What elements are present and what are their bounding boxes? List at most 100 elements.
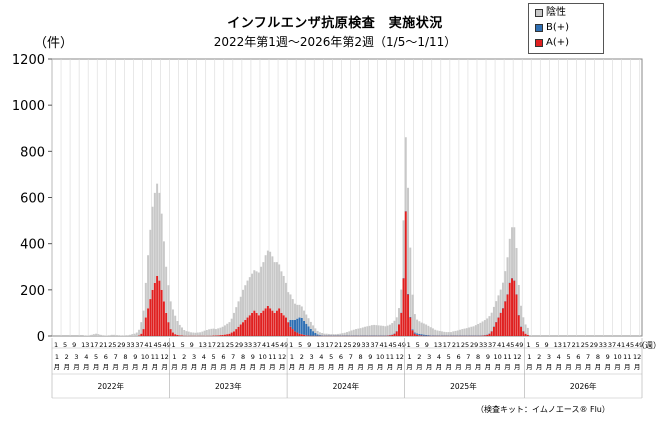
bar-negative — [185, 331, 188, 336]
x-month-tick-label: 2 — [537, 353, 541, 361]
bar-a-positive — [264, 308, 267, 336]
bar-b-positive — [303, 320, 306, 335]
bar-negative — [477, 323, 480, 336]
bar-negative — [280, 271, 283, 313]
bar-negative — [420, 322, 423, 335]
bar-negative — [411, 294, 414, 330]
bar-negative — [165, 266, 168, 313]
x-month-tick-label: 1 — [55, 353, 59, 361]
bar-negative — [450, 332, 452, 336]
x-year-label: 2022年 — [97, 381, 124, 391]
x-month-suffix-label: 月 — [93, 363, 100, 371]
bar-negative — [350, 330, 353, 336]
x-month-suffix-label: 月 — [396, 363, 403, 371]
y-tick-label: 600 — [20, 192, 45, 207]
bar-negative — [375, 325, 378, 336]
x-week-tick-label: 49 — [635, 341, 643, 349]
bar-a-positive — [153, 282, 156, 336]
bar-negative — [142, 310, 145, 330]
bar-negative — [472, 326, 475, 336]
bar-negative — [395, 317, 398, 332]
legend-label-negative: 陰性 — [546, 7, 566, 18]
bar-a-positive — [235, 329, 238, 336]
x-week-tick-label: 41 — [380, 341, 388, 349]
test-kit-footnote: （検査キット：イムノエース® Flu） — [476, 405, 610, 414]
bar-negative — [445, 332, 448, 336]
bar-negative — [402, 220, 405, 279]
bar-negative — [461, 329, 464, 336]
x-week-tick-label: 25 — [343, 341, 351, 349]
bar-negative — [490, 312, 493, 332]
bar-b-positive — [318, 335, 321, 336]
bar-a-positive — [504, 301, 507, 336]
x-month-suffix-label: 月 — [634, 363, 641, 371]
bar-a-positive — [522, 331, 525, 336]
bar-a-positive — [483, 335, 486, 336]
x-month-suffix-label: 月 — [63, 363, 70, 371]
bar-negative — [199, 332, 202, 336]
bar-negative — [524, 324, 527, 334]
x-year-label: 2026年 — [570, 381, 597, 391]
bar-negative — [108, 335, 111, 336]
x-month-suffix-label: 月 — [103, 363, 110, 371]
bar-b-positive — [413, 332, 416, 334]
bar-negative — [158, 192, 161, 281]
bar-a-positive — [395, 331, 398, 336]
bar-negative — [162, 241, 165, 302]
bar-negative — [133, 333, 136, 336]
bar-negative — [386, 325, 389, 336]
bar-a-positive — [257, 315, 260, 336]
bar-negative — [239, 296, 242, 325]
x-month-suffix-label: 月 — [575, 363, 582, 371]
x-week-tick-label: 37 — [135, 341, 143, 349]
x-month-tick-label: 10 — [613, 353, 621, 361]
x-week-tick-label: 17 — [325, 341, 333, 349]
bar-b-positive — [298, 317, 301, 334]
bar-a-positive — [237, 326, 240, 336]
bar-a-positive — [289, 326, 292, 336]
x-week-tick-label: 21 — [99, 341, 107, 349]
bar-negative — [88, 335, 91, 336]
y-tick-label: 400 — [20, 238, 45, 253]
x-week-tick-label: 45 — [506, 341, 514, 349]
bar-negative — [336, 333, 339, 336]
bar-negative — [409, 247, 412, 317]
y-axis-unit-label: （件） — [34, 36, 74, 51]
bar-negative — [131, 334, 134, 336]
bar-negative — [481, 321, 484, 336]
x-week-tick-label: 13 — [81, 341, 89, 349]
x-year-label: 2023年 — [215, 381, 242, 391]
bar-negative — [327, 333, 330, 336]
bar-a-positive — [416, 334, 419, 336]
bar-a-positive — [492, 326, 495, 336]
bar-negative — [431, 328, 434, 336]
x-month-tick-label: 9 — [368, 353, 372, 361]
x-month-suffix-label: 月 — [536, 363, 543, 371]
bar-negative — [228, 322, 231, 334]
bar-negative — [273, 262, 276, 313]
legend-item-a-positive: A(+) — [535, 35, 603, 50]
bar-a-positive — [244, 319, 247, 336]
bar-negative — [278, 264, 281, 309]
bar-negative — [246, 280, 249, 318]
bar-negative — [427, 325, 430, 336]
x-month-tick-label: 1 — [407, 353, 411, 361]
x-week-tick-label: 1 — [54, 341, 58, 349]
bar-negative — [307, 318, 310, 327]
bar-negative — [244, 285, 247, 320]
bar-a-positive — [409, 317, 412, 336]
bar-negative — [223, 325, 226, 335]
bar-negative — [499, 289, 502, 313]
bar-negative — [348, 331, 351, 336]
bar-b-positive — [307, 326, 310, 336]
bar-a-positive — [160, 289, 163, 336]
x-week-tick-label: 33 — [126, 341, 134, 349]
bar-negative — [429, 327, 432, 336]
bar-a-positive — [253, 310, 256, 336]
x-month-tick-label: 5 — [447, 353, 451, 361]
x-month-suffix-label: 月 — [504, 363, 511, 371]
bar-negative — [156, 183, 159, 276]
bar-a-positive — [269, 308, 272, 336]
bar-negative — [92, 334, 95, 336]
bar-a-positive — [298, 333, 301, 336]
